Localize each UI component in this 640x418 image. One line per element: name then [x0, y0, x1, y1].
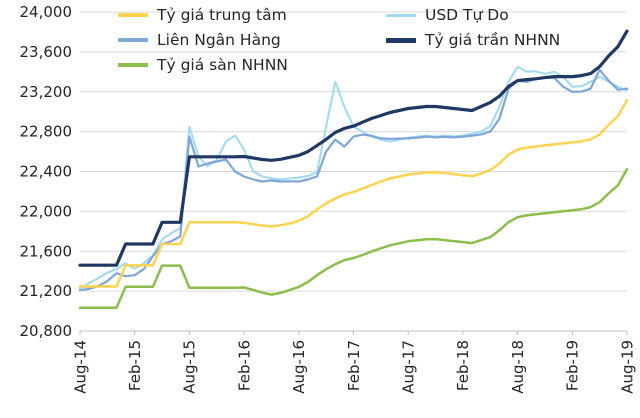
legend-item-central-rate: Tỷ giá trung tâm [118, 6, 386, 24]
svg-text:21,200: 21,200 [20, 282, 73, 300]
svg-text:Aug-17: Aug-17 [399, 340, 417, 394]
svg-text:Feb-17: Feb-17 [345, 340, 363, 391]
svg-text:22,400: 22,400 [20, 163, 73, 181]
chart-legend: Tỷ giá trung tâm USD Tự Do Liên Ngân Hàn… [118, 6, 560, 74]
svg-text:Aug-19: Aug-19 [618, 340, 636, 394]
floor-rate-line-swatch [118, 63, 148, 67]
svg-text:Feb-18: Feb-18 [454, 340, 472, 391]
svg-text:20,800: 20,800 [20, 322, 73, 340]
free-usd-line-swatch [386, 13, 416, 17]
svg-text:22,800: 22,800 [20, 123, 73, 141]
svg-text:21,600: 21,600 [20, 242, 73, 260]
legend-label-interbank: Liên Ngân Hàng [157, 31, 281, 49]
legend-label-free-usd: USD Tự Do [425, 6, 509, 24]
legend-item-interbank: Liên Ngân Hàng [118, 31, 386, 49]
svg-text:Feb-15: Feb-15 [126, 340, 144, 391]
svg-text:23,600: 23,600 [20, 43, 73, 61]
svg-text:Aug-15: Aug-15 [181, 340, 199, 394]
legend-item-ceiling-rate: Tỷ giá trần NHNN [386, 31, 560, 49]
svg-text:Feb-16: Feb-16 [235, 340, 253, 391]
interbank-line-swatch [118, 38, 148, 42]
svg-text:Aug-16: Aug-16 [290, 340, 308, 394]
legend-label-floor-rate: Tỷ giá sàn NHNN [157, 56, 288, 74]
svg-text:Aug-18: Aug-18 [509, 340, 527, 394]
legend-label-ceiling-rate: Tỷ giá trần NHNN [425, 31, 561, 49]
central-rate-line-swatch [118, 13, 148, 17]
legend-label-central-rate: Tỷ giá trung tâm [157, 6, 287, 24]
ceiling-rate-line-swatch [386, 37, 416, 43]
svg-text:22,000: 22,000 [20, 202, 73, 220]
svg-text:Feb-19: Feb-19 [564, 340, 582, 391]
svg-text:Aug-14: Aug-14 [71, 340, 89, 394]
svg-text:24,000: 24,000 [20, 3, 73, 21]
legend-item-free-usd: USD Tự Do [386, 6, 560, 24]
legend-item-floor-rate: Tỷ giá sàn NHNN [118, 56, 386, 74]
svg-text:23,200: 23,200 [20, 83, 73, 101]
